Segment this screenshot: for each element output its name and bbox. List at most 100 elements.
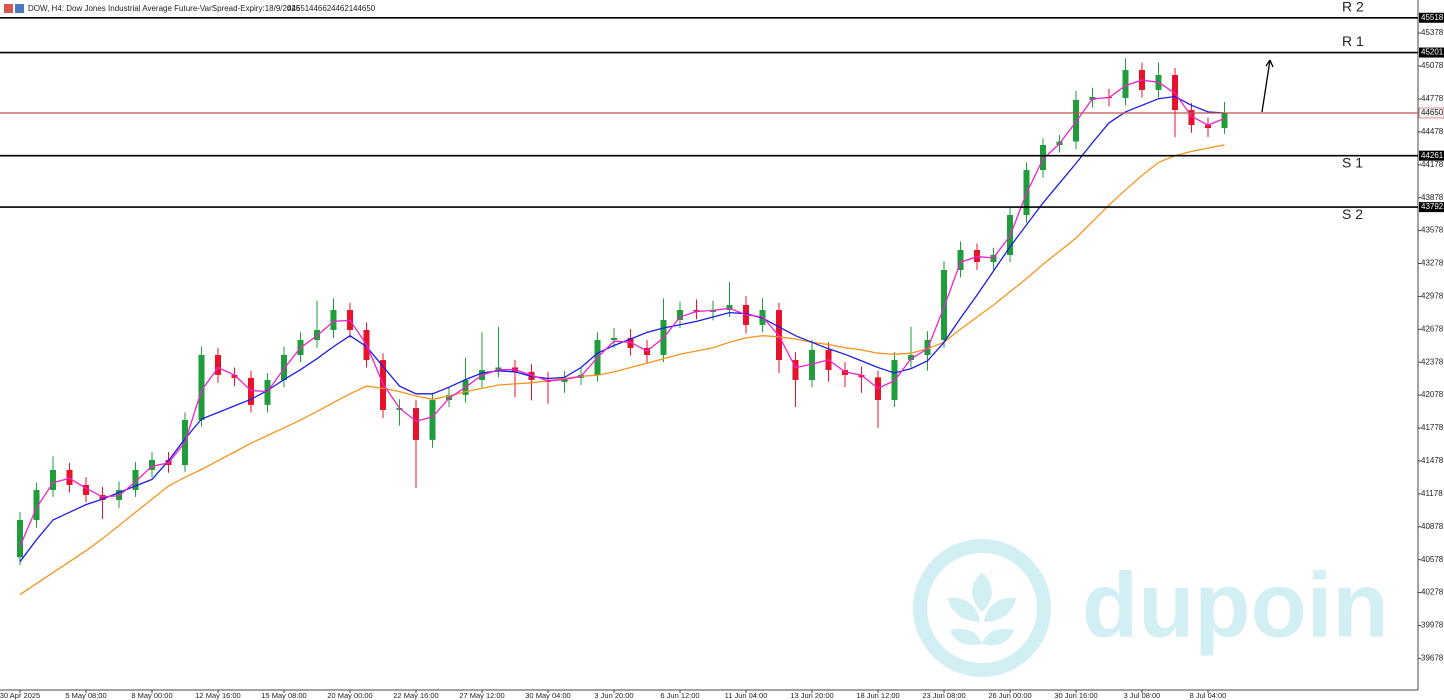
header-open: 44651 bbox=[287, 4, 310, 13]
moving-average-line bbox=[19, 79, 1225, 547]
candle-body bbox=[396, 408, 403, 410]
candle-body bbox=[50, 469, 56, 491]
y-tick-label: 39978 bbox=[1421, 621, 1444, 630]
current-price-box bbox=[1418, 107, 1444, 119]
x-tick-label: 30 Apr 2025 bbox=[0, 691, 40, 700]
x-tick-label: 20 May 00:00 bbox=[327, 691, 372, 700]
symbol-icon bbox=[4, 4, 13, 13]
candle-body bbox=[726, 304, 733, 311]
level-price-label: 45201 bbox=[1421, 48, 1444, 57]
level-label: R 2 bbox=[1342, 0, 1364, 14]
y-tick-label: 40278 bbox=[1421, 588, 1444, 597]
y-tick-label: 43578 bbox=[1421, 226, 1444, 235]
candle-body bbox=[264, 379, 271, 405]
candle-body bbox=[941, 269, 947, 340]
y-tick-label: 45378 bbox=[1421, 28, 1444, 37]
candle-body bbox=[149, 459, 155, 470]
y-tick-label: 41478 bbox=[1421, 456, 1444, 465]
candle-body bbox=[495, 367, 502, 371]
watermark-text: dupoin bbox=[1082, 554, 1389, 656]
x-tick-label: 30 Jun 16:00 bbox=[1054, 691, 1097, 700]
x-tick-label: 27 May 12:00 bbox=[459, 691, 504, 700]
candle-body bbox=[677, 310, 683, 320]
y-tick-label: 39678 bbox=[1421, 654, 1444, 663]
candle-body bbox=[248, 377, 254, 405]
candle-body bbox=[132, 469, 139, 491]
watermark-logo bbox=[913, 539, 1051, 677]
candle-body bbox=[281, 354, 287, 380]
y-tick-label: 41778 bbox=[1421, 423, 1444, 432]
level-label: S 1 bbox=[1342, 154, 1363, 170]
candle-body bbox=[974, 250, 980, 262]
candle-body bbox=[215, 354, 221, 375]
y-tick-label: 42378 bbox=[1421, 357, 1444, 366]
x-tick-label: 8 May 00:00 bbox=[131, 691, 172, 700]
y-tick-label: 44478 bbox=[1421, 127, 1444, 136]
current-price-label: 44650 bbox=[1421, 108, 1444, 117]
level-price-box bbox=[1419, 202, 1444, 213]
y-tick-label: 40878 bbox=[1421, 522, 1444, 531]
header-symbol: DOW, H4: Dow Jones Industrial Average Fu… bbox=[28, 4, 301, 13]
x-tick-label: 15 May 08:00 bbox=[261, 691, 306, 700]
level-label: S 2 bbox=[1342, 206, 1363, 222]
y-tick-label: 44778 bbox=[1421, 94, 1444, 103]
header: DOW, H4: Dow Jones Industrial Average Fu… bbox=[4, 4, 376, 13]
candle-body bbox=[1040, 145, 1046, 171]
candle-body bbox=[231, 374, 238, 378]
y-tick-label: 44178 bbox=[1421, 160, 1444, 169]
candle-body bbox=[1205, 125, 1211, 129]
x-tick-label: 8 Jul 04:00 bbox=[1190, 691, 1227, 700]
arrow-annotation bbox=[1261, 59, 1274, 113]
candle-body bbox=[957, 250, 964, 270]
candle-body bbox=[413, 408, 419, 440]
level-price-label: 45518 bbox=[1421, 13, 1444, 22]
candle-body bbox=[792, 360, 799, 380]
x-tick-label: 11 Jun 04:00 bbox=[725, 691, 768, 700]
level-price-box bbox=[1419, 12, 1444, 23]
y-tick-label: 42978 bbox=[1421, 292, 1444, 301]
candle-body bbox=[1188, 110, 1195, 126]
candle-body bbox=[858, 374, 865, 378]
x-tick-label: 30 May 04:00 bbox=[525, 691, 570, 700]
x-tick-label: 22 May 16:00 bbox=[393, 691, 438, 700]
candle-body bbox=[33, 490, 40, 520]
y-tick-label: 45078 bbox=[1421, 61, 1444, 70]
candle-body bbox=[611, 337, 617, 340]
level-price-box bbox=[1419, 150, 1444, 161]
candle-body bbox=[809, 349, 815, 380]
candle-body bbox=[83, 484, 89, 495]
x-tick-label: 3 Jul 08:00 bbox=[1124, 691, 1161, 700]
x-tick-label: 12 May 16:00 bbox=[195, 691, 240, 700]
x-tick-label: 6 Jun 12:00 bbox=[660, 691, 699, 700]
y-tick-label: 43878 bbox=[1421, 193, 1444, 202]
level-price-label: 44261 bbox=[1421, 151, 1444, 160]
candle-body bbox=[17, 519, 23, 558]
header-close: 44650 bbox=[353, 4, 376, 13]
watermark: dupoin bbox=[913, 539, 1389, 677]
candle-body bbox=[429, 399, 436, 440]
y-tick-label: 43278 bbox=[1421, 259, 1444, 268]
x-tick-label: 13 Jun 20:00 bbox=[790, 691, 833, 700]
header-high: 44662 bbox=[309, 4, 332, 13]
x-tick-label: 18 Jun 12:00 bbox=[856, 691, 899, 700]
y-tick-label: 41178 bbox=[1421, 489, 1443, 498]
x-tick-label: 5 May 08:00 bbox=[65, 691, 106, 700]
x-tick-label: 26 Jun 00:00 bbox=[988, 691, 1031, 700]
y-tick-label: 40578 bbox=[1421, 555, 1444, 564]
header-low: 44621 bbox=[331, 4, 354, 13]
candle-body bbox=[1221, 112, 1228, 129]
watermark-logo bbox=[948, 572, 1016, 646]
x-tick-label: 3 Jun 20:00 bbox=[594, 691, 633, 700]
candle-body bbox=[198, 354, 205, 420]
moving-average-line bbox=[19, 144, 1225, 596]
x-tick-label: 23 Jun 08:00 bbox=[922, 691, 965, 700]
y-tick-label: 42078 bbox=[1421, 390, 1444, 399]
y-tick-label: 42678 bbox=[1421, 324, 1444, 333]
level-price-box bbox=[1419, 47, 1444, 58]
candle-body bbox=[66, 469, 73, 485]
symbol-icon bbox=[15, 4, 24, 13]
candle-body bbox=[330, 310, 337, 330]
level-label: R 1 bbox=[1342, 33, 1364, 49]
